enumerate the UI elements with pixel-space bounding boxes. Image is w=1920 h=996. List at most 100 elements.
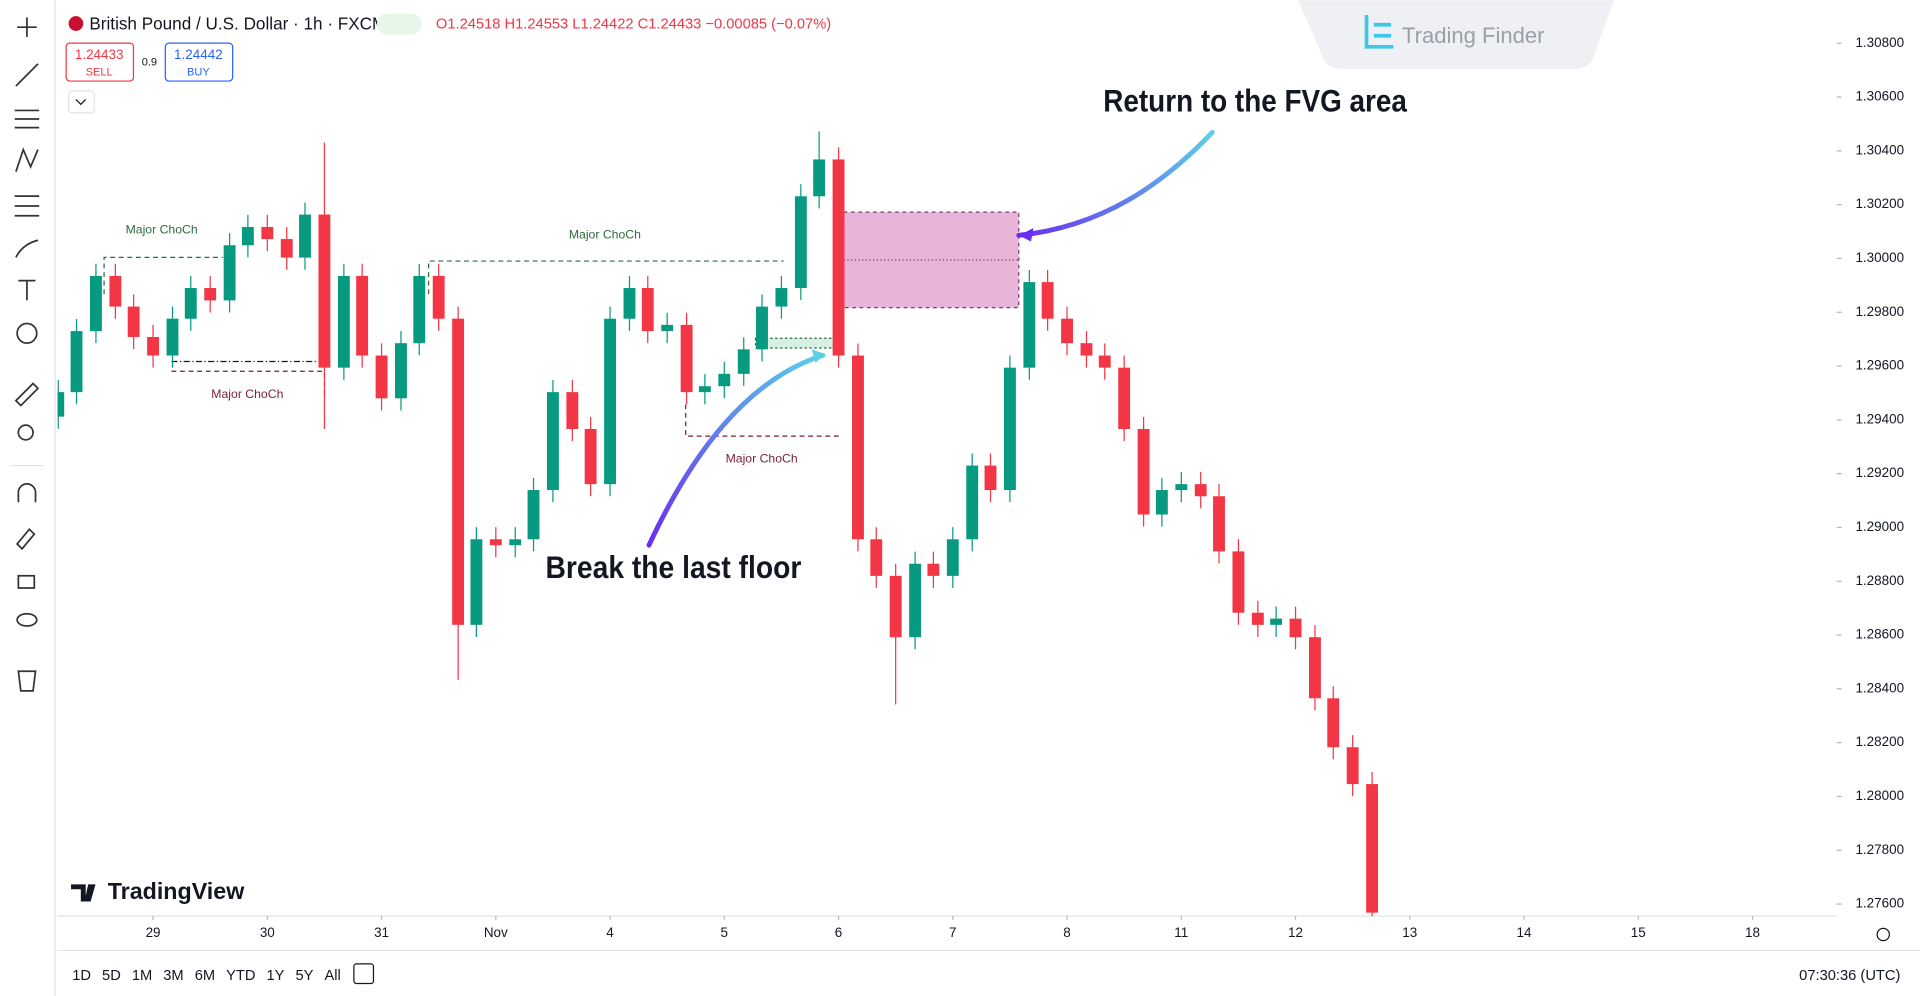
range-button[interactable]: 6M (195, 968, 215, 984)
y-tick-label: 1.30800 (1855, 35, 1904, 50)
range-button[interactable]: 1D (72, 968, 91, 984)
delete-tool[interactable] (17, 670, 37, 692)
candle-body (1098, 355, 1111, 368)
candle-body (566, 392, 579, 429)
candle-body (1251, 612, 1264, 625)
candle-body (946, 539, 959, 576)
x-tick-label: 6 (835, 925, 842, 940)
candle-body (70, 331, 83, 393)
range-button[interactable]: 1M (132, 968, 152, 984)
platform-name: TradingView (108, 878, 245, 904)
range-button[interactable]: 1Y (267, 968, 285, 984)
settings-button[interactable] (1876, 927, 1890, 942)
candle-body (870, 539, 883, 576)
collapse-icon (75, 98, 87, 106)
x-tick-label: 29 (146, 925, 161, 940)
y-tick-label: 1.28800 (1855, 573, 1904, 588)
platform-logo (71, 884, 96, 902)
arrow (646, 352, 826, 548)
pattern-tool[interactable] (15, 147, 39, 172)
candle-body (318, 214, 331, 368)
buy-label: BUY (187, 66, 210, 78)
measure-tool[interactable] (14, 382, 40, 407)
candle-body (470, 539, 483, 625)
magnet-tool[interactable] (17, 483, 37, 503)
candle-body (127, 306, 140, 337)
candle-body (1023, 282, 1036, 368)
text-tool[interactable] (18, 279, 36, 301)
candle-body (698, 386, 711, 393)
candle-body (813, 159, 826, 197)
candle-body (356, 275, 369, 356)
x-tick-label: Nov (484, 925, 508, 940)
structure-label: Major ChoCh (126, 223, 198, 237)
x-tick-label: 13 (1402, 925, 1417, 940)
candle-body (737, 349, 750, 374)
annotation: Return to the FVG area (1103, 83, 1407, 119)
range-button[interactable]: 5Y (296, 968, 314, 984)
spread: 0.9 (142, 57, 157, 69)
x-tick-label: 8 (1063, 925, 1070, 940)
candle-body (1041, 282, 1054, 319)
candle-body (1061, 318, 1073, 344)
candle-body (1118, 367, 1131, 429)
arrow-head (811, 349, 826, 363)
x-tick-label: 30 (260, 925, 275, 940)
brush-tool[interactable] (15, 239, 39, 258)
candle-body (89, 275, 102, 332)
arrow-head (1018, 228, 1034, 242)
candle-body (1346, 747, 1359, 785)
collapse-button[interactable] (67, 90, 95, 114)
trendline-tool[interactable] (15, 63, 39, 87)
fib-tool[interactable] (14, 109, 40, 129)
projection-tool[interactable] (14, 195, 40, 217)
candle-body (337, 275, 350, 368)
candle-body (299, 214, 311, 258)
candle-body (584, 428, 597, 485)
hide-tool[interactable] (16, 612, 38, 627)
y-tick-label: 1.30600 (1855, 89, 1904, 104)
candle-body (623, 288, 636, 319)
candle-body (966, 465, 979, 540)
lock-tool[interactable] (17, 574, 36, 589)
status-badge (377, 13, 422, 35)
x-tick-label: 7 (949, 925, 956, 940)
candle-body (1270, 618, 1283, 625)
range-button[interactable]: All (325, 968, 341, 984)
candle-body (1232, 551, 1245, 613)
left-toolbar (9, 0, 56, 996)
range-button[interactable]: 3M (163, 968, 183, 984)
stay-drawing-tool[interactable] (15, 527, 36, 551)
y-tick-label: 1.29200 (1855, 465, 1904, 480)
candle-body (794, 196, 807, 289)
symbol-flag (68, 16, 84, 31)
candle-body (1003, 367, 1016, 491)
y-tick-label: 1.28600 (1855, 627, 1904, 642)
candle-body (680, 324, 693, 393)
range-button[interactable]: 5D (102, 968, 121, 984)
candle-body (509, 539, 522, 546)
icon-tool[interactable] (16, 322, 38, 344)
buy-button[interactable] (164, 42, 234, 82)
candle-body (604, 318, 616, 485)
structure-label: Major ChoCh (569, 228, 641, 242)
range-button[interactable]: YTD (226, 968, 255, 984)
zoom-tool[interactable] (17, 424, 34, 441)
candle-body (261, 226, 274, 240)
candle-body (280, 239, 293, 258)
structure-label: Major ChoCh (211, 387, 283, 401)
x-tick-label: 4 (606, 925, 614, 940)
candle-body (204, 288, 217, 301)
y-tick-label: 1.29600 (1855, 358, 1904, 373)
candle-body (241, 226, 254, 246)
candle-body (1194, 484, 1207, 497)
candle-body (223, 245, 236, 301)
x-tick-label: 18 (1745, 925, 1760, 940)
brand-tab (1297, 0, 1614, 69)
symbol-title[interactable]: British Pound / U.S. Dollar · 1h · FXCM (89, 13, 386, 33)
sell-button[interactable] (65, 42, 135, 82)
crosshair-tool[interactable] (17, 17, 37, 37)
x-tick-label: 11 (1174, 925, 1188, 940)
goto-date[interactable] (353, 963, 375, 985)
brand-logo (1364, 14, 1394, 49)
